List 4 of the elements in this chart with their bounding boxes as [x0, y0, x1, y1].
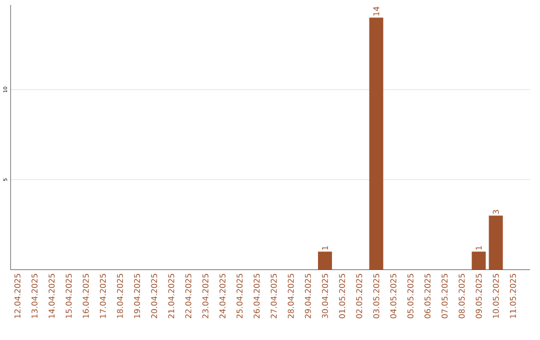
- bar: [369, 18, 384, 270]
- bar: [318, 252, 332, 270]
- bar: [472, 252, 486, 270]
- bar: [488, 216, 503, 270]
